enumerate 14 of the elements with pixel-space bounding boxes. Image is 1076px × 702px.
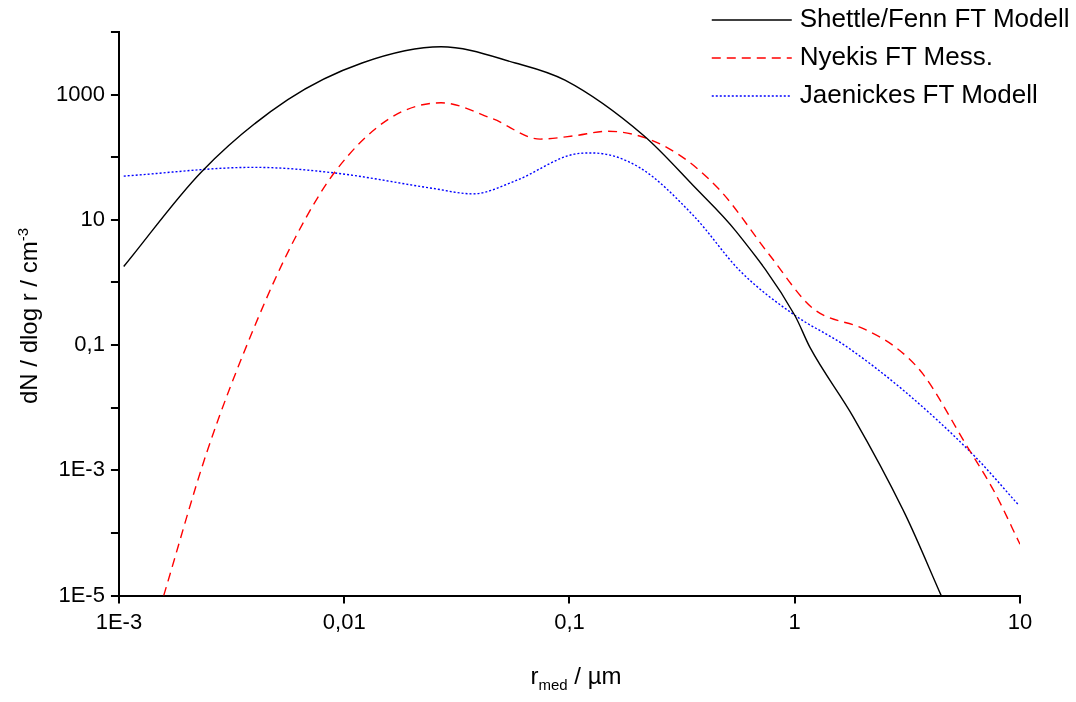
y-tick-label: 1000	[55, 80, 105, 106]
x-tick-label: 1E-3	[95, 608, 143, 634]
y-tick-label: 10	[80, 205, 105, 231]
y-tick-label: 1E-5	[58, 581, 105, 607]
x-tick-label: 10	[1007, 608, 1033, 634]
y-tick-label: 0,1	[74, 331, 105, 357]
x-tick-label: 0,1	[554, 608, 585, 634]
x-tick-label: 1	[788, 608, 801, 634]
legend-label: Nyekis FT Mess.	[799, 41, 993, 72]
x-tick-label: 0,01	[322, 608, 366, 634]
y-tick-label: 1E-3	[58, 456, 105, 482]
x-axis-title: r$_{med}$ / µm	[530, 662, 622, 693]
legend-label: Shettle/Fenn FT Modell	[799, 3, 1070, 34]
legend-label: Jaenickes FT Modell	[799, 79, 1038, 110]
